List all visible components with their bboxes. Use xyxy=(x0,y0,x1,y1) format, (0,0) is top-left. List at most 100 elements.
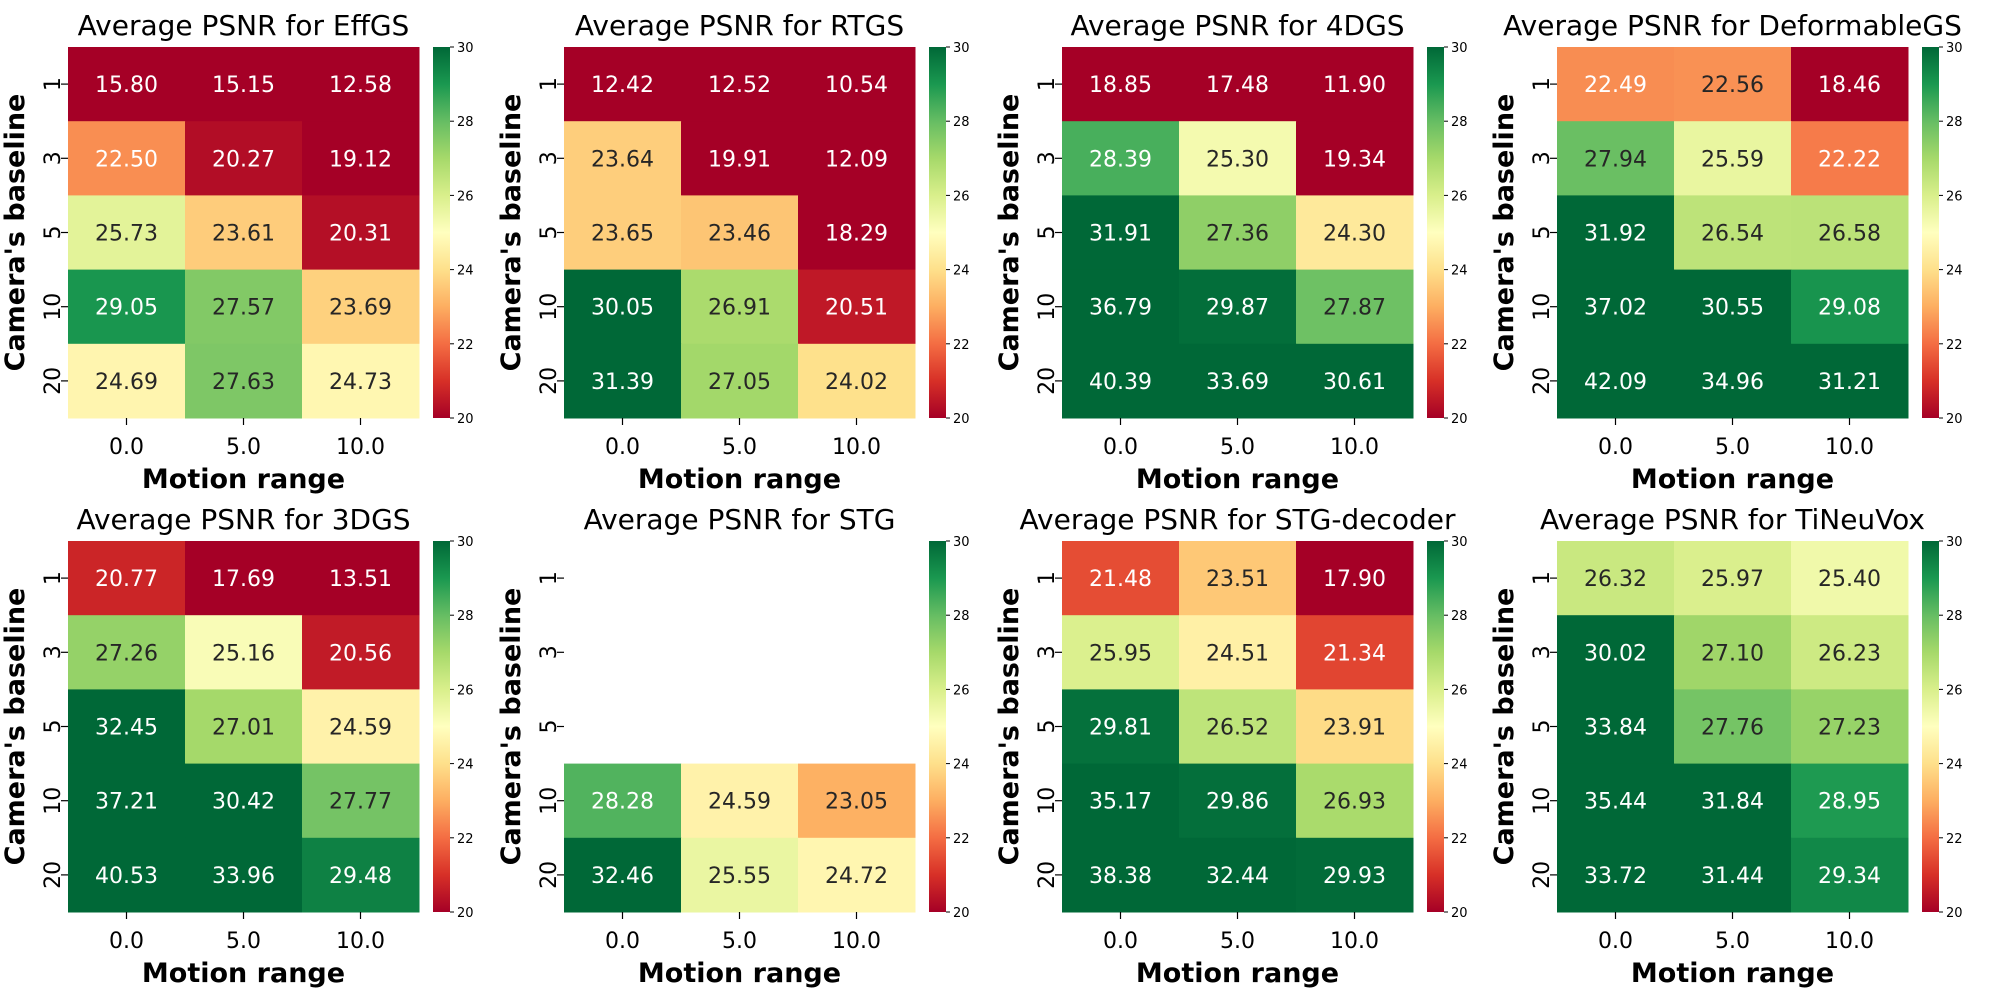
colorbar-tick-label: 20 xyxy=(1946,906,1963,921)
heatmap-cell xyxy=(564,837,682,913)
x-tick-label: 10.0 xyxy=(1825,435,1874,460)
heatmap-cell xyxy=(564,763,682,839)
heatmap-cell xyxy=(68,343,186,419)
x-axis-label: Motion range xyxy=(1631,958,1834,989)
heatmap-cell xyxy=(1674,195,1792,271)
heatmap-cell xyxy=(1296,47,1414,122)
colorbar-tick-label: 28 xyxy=(457,115,474,130)
cell-value-label: 24.51 xyxy=(1206,641,1269,666)
y-tick-label: 3 xyxy=(1530,151,1555,165)
cell-value-label: 18.85 xyxy=(1089,73,1152,98)
cell-value-label: 31.39 xyxy=(591,370,654,395)
heatmap-cell xyxy=(681,47,799,122)
heatmap-cell xyxy=(302,269,420,345)
colorbar-tick-label: 26 xyxy=(1451,683,1468,698)
chart-title: Average PSNR for RTGS xyxy=(575,9,904,42)
heatmap-panel: Average PSNR for STG 28.28 24.59 23.05 32.46… xyxy=(496,503,970,989)
cell-value-label: 22.50 xyxy=(95,147,158,172)
cell-value-label: 27.94 xyxy=(1584,147,1647,172)
y-tick-label: 1 xyxy=(1035,571,1060,585)
heatmap-cell xyxy=(1179,343,1297,419)
colorbar-tick-label: 30 xyxy=(953,535,970,550)
colorbar-tick-label: 28 xyxy=(1451,115,1468,130)
heatmap-cell xyxy=(185,343,303,419)
heatmap-cell xyxy=(564,343,682,419)
cell-value-label: 26.23 xyxy=(1818,641,1881,666)
cell-value-label: 21.34 xyxy=(1323,641,1386,666)
cell-value-label: 23.69 xyxy=(329,296,392,321)
heatmap-cell xyxy=(302,121,420,196)
colorbar-tick-label: 30 xyxy=(1946,535,1963,550)
cell-value-label: 23.91 xyxy=(1323,716,1386,741)
heatmap-cell xyxy=(1674,615,1792,690)
heatmap-cell xyxy=(1062,121,1180,196)
y-tick-label: 5 xyxy=(41,720,66,734)
cell-value-label: 25.73 xyxy=(95,222,158,247)
chart-title: Average PSNR for STG-decoder xyxy=(1020,503,1456,536)
heatmap-cell xyxy=(1062,763,1180,839)
cell-value-label: 17.90 xyxy=(1323,567,1386,592)
cell-value-label: 26.58 xyxy=(1818,222,1881,247)
cell-value-label: 24.59 xyxy=(329,716,392,741)
heatmap-cell xyxy=(681,837,799,913)
heatmap-cell xyxy=(1557,615,1675,690)
colorbar-tick-label: 20 xyxy=(1451,906,1468,921)
y-axis-label: Camera's baseline xyxy=(0,94,31,372)
cell-value-label: 23.05 xyxy=(825,790,888,815)
cell-value-label: 32.46 xyxy=(591,864,654,889)
heatmap-panel: Average PSNR for DeformableGS 22.49 22.56 1… xyxy=(1489,9,1963,495)
heatmap-cell xyxy=(564,269,682,345)
chart-title: Average PSNR for STG xyxy=(584,503,896,536)
heatmap-cell xyxy=(1062,689,1180,765)
colorbar-tick-label: 30 xyxy=(1451,535,1468,550)
cell-value-label: 25.97 xyxy=(1701,567,1764,592)
cell-value-label: 20.27 xyxy=(212,147,275,172)
cell-value-label: 27.23 xyxy=(1818,716,1881,741)
cell-value-label: 38.38 xyxy=(1089,864,1152,889)
colorbar-tick-label: 28 xyxy=(953,609,970,624)
heatmap-cell xyxy=(1179,837,1297,913)
colorbar xyxy=(929,541,946,912)
colorbar-tick-label: 22 xyxy=(1451,832,1468,847)
heatmap-cell xyxy=(1296,615,1414,690)
cell-value-label: 31.21 xyxy=(1818,370,1881,395)
heatmap-cell xyxy=(1179,615,1297,690)
heatmap-cell xyxy=(564,121,682,196)
x-tick-label: 0.0 xyxy=(1598,435,1633,460)
cell-value-label: 25.59 xyxy=(1701,147,1764,172)
colorbar-tick-label: 20 xyxy=(953,906,970,921)
heatmap-cell xyxy=(1179,47,1297,122)
y-tick-label: 1 xyxy=(41,77,66,91)
x-axis-label: Motion range xyxy=(1136,464,1339,495)
heatmap-cell xyxy=(1791,689,1909,765)
heatmap-cell xyxy=(185,47,303,122)
x-tick-label: 10.0 xyxy=(832,435,881,460)
y-tick-label: 10 xyxy=(1035,293,1060,321)
cell-value-label: 30.55 xyxy=(1701,296,1764,321)
y-tick-label: 5 xyxy=(1530,226,1555,240)
heatmap-cell xyxy=(1179,541,1297,616)
y-tick-label: 1 xyxy=(537,77,562,91)
heatmap-cell xyxy=(1674,763,1792,839)
x-tick-label: 0.0 xyxy=(109,435,144,460)
y-tick-label: 1 xyxy=(1035,77,1060,91)
heatmap-cell xyxy=(1791,195,1909,271)
x-tick-label: 5.0 xyxy=(1220,929,1255,954)
heatmap-cell xyxy=(1674,689,1792,765)
y-tick-label: 1 xyxy=(537,571,562,585)
heatmap-cell xyxy=(1674,269,1792,345)
x-tick-label: 0.0 xyxy=(1598,929,1633,954)
heatmap-cell xyxy=(798,837,916,913)
colorbar-tick-label: 26 xyxy=(1946,189,1963,204)
y-tick-label: 5 xyxy=(1530,720,1555,734)
y-tick-label: 20 xyxy=(41,861,66,889)
heatmap-cell xyxy=(1062,195,1180,271)
cell-value-label: 25.30 xyxy=(1206,147,1269,172)
cell-value-label: 23.46 xyxy=(708,222,771,247)
heatmap-cell xyxy=(798,763,916,839)
cell-value-label: 27.26 xyxy=(95,641,158,666)
heatmap-cell xyxy=(1062,269,1180,345)
colorbar-tick-label: 26 xyxy=(1451,189,1468,204)
y-axis-label: Camera's baseline xyxy=(496,588,527,866)
